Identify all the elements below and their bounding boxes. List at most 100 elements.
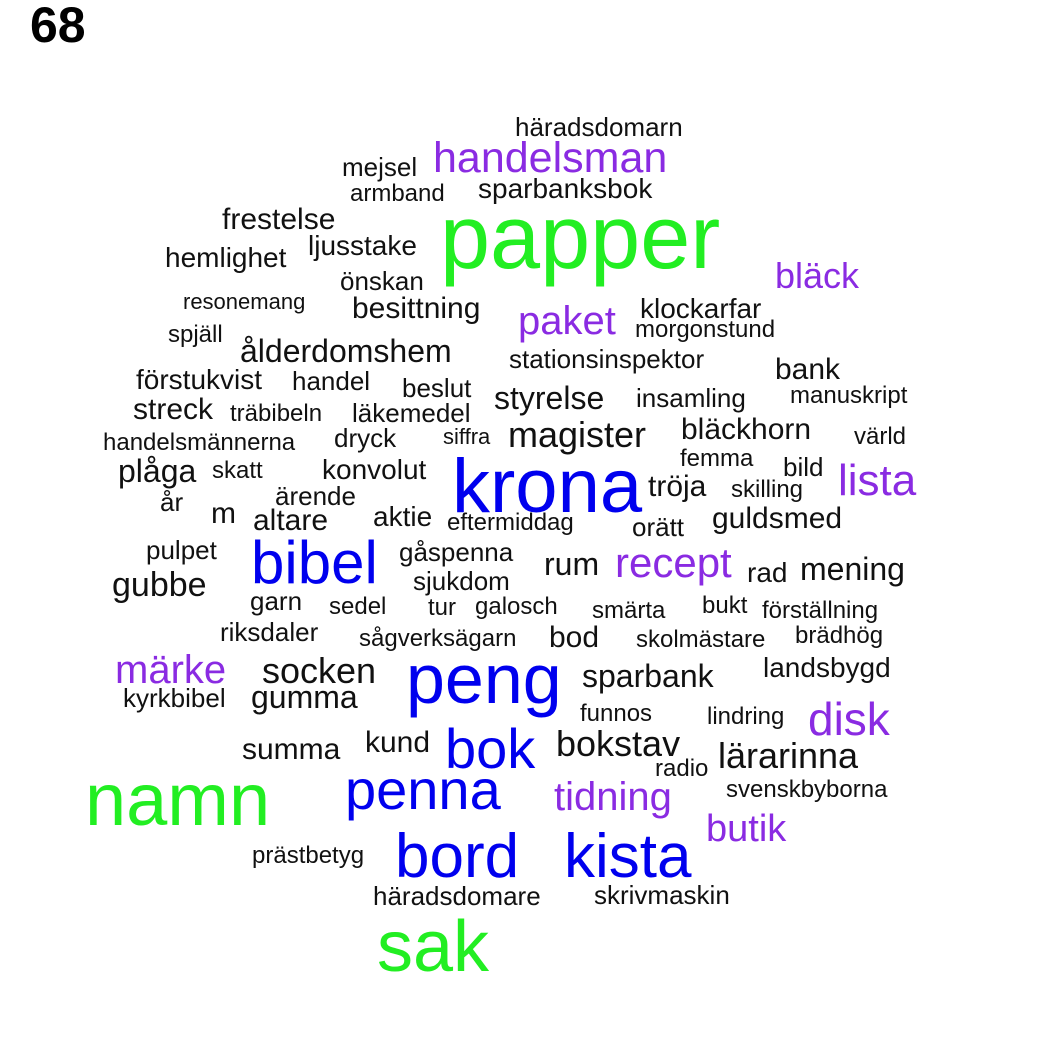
word-bord: bord <box>395 822 520 891</box>
word-rum: rum <box>544 546 600 582</box>
word-femma: femma <box>680 445 754 472</box>
word-varld: värld <box>854 423 907 450</box>
word-alderdomshem: ålderdomshem <box>240 333 452 369</box>
word-penna: penna <box>345 758 501 821</box>
word-plaga: plåga <box>118 453 197 489</box>
word-papper: papper <box>440 188 721 288</box>
word-lararinna: lärarinna <box>718 735 859 776</box>
word-frestelse: frestelse <box>222 203 336 236</box>
word-svenskbyborna: svenskbyborna <box>726 776 888 803</box>
word-sedel: sedel <box>329 593 387 620</box>
word-altare: altare <box>253 504 329 537</box>
word-gaspenna: gåspenna <box>399 537 514 567</box>
word-handel: handel <box>292 366 371 396</box>
word-ljusstake: ljusstake <box>308 230 417 261</box>
word-skatt: skatt <box>212 457 263 484</box>
word-resonemang: resonemang <box>183 289 306 314</box>
word-haradsdomarn: häradsdomarn <box>515 112 683 142</box>
word-guldsmed: guldsmed <box>712 502 843 535</box>
word-streck: streck <box>133 393 214 426</box>
word-bod: bod <box>549 621 600 654</box>
word-namn: namn <box>85 758 271 841</box>
word-bibel: bibel <box>251 529 378 596</box>
word-sparbanksbok: sparbanksbok <box>478 173 653 204</box>
word-disk: disk <box>808 693 890 745</box>
word-smarta: smärta <box>592 597 666 624</box>
word-trabibeln: träbibeln <box>230 400 323 427</box>
word-troja: tröja <box>648 470 707 503</box>
word-marke: märke <box>115 648 227 692</box>
word-summa: summa <box>242 733 341 766</box>
word-tur: tur <box>428 594 457 621</box>
word-skrivmaskin: skrivmaskin <box>594 880 730 910</box>
word-lakemedel: läkemedel <box>352 398 471 428</box>
word-manuskript: manuskript <box>790 382 908 409</box>
word-bukt: bukt <box>702 592 748 619</box>
word-tidning: tidning <box>554 775 672 819</box>
word-bradhog: brädhög <box>795 622 884 649</box>
word-forstukvist: förstukvist <box>136 364 263 395</box>
word-spjall: spjäll <box>168 321 223 348</box>
word-bok: bok <box>445 717 536 780</box>
word-bank: bank <box>775 353 841 386</box>
word-blackhorn: bläckhorn <box>681 413 812 446</box>
word-peng: peng <box>406 640 562 718</box>
word-eftermiddag: eftermiddag <box>447 509 574 536</box>
word-bokstav: bokstav <box>556 723 681 764</box>
word-m: m <box>211 497 236 530</box>
word-skilling: skilling <box>731 476 804 503</box>
word-krona: krona <box>452 444 643 529</box>
word-stationsinspektor: stationsinspektor <box>509 344 705 374</box>
word-kund: kund <box>365 726 431 759</box>
word-skolmastare: skolmästare <box>636 626 766 653</box>
word-gumma: gumma <box>251 679 358 715</box>
word-haradsdomare: häradsdomare <box>373 881 541 911</box>
word-galosch: galosch <box>475 593 558 620</box>
word-besittning: besittning <box>352 292 481 325</box>
word-pulpet: pulpet <box>146 535 217 565</box>
word-arende: ärende <box>275 481 356 511</box>
word-socken: socken <box>262 650 377 691</box>
word-handelsmannerna: handelsmännerna <box>103 429 296 456</box>
word-lista: lista <box>838 456 917 505</box>
word-garn: garn <box>250 586 303 616</box>
word-kista: kista <box>564 822 692 891</box>
word-dryck: dryck <box>334 423 397 453</box>
word-armband: armband <box>350 180 445 207</box>
word-radio: radio <box>655 755 709 782</box>
word-kyrkbibel: kyrkbibel <box>123 683 226 713</box>
word-funnos: funnos <box>580 700 653 727</box>
word-hemlighet: hemlighet <box>165 242 287 273</box>
word-siffra: siffra <box>443 424 491 449</box>
word-beslut: beslut <box>402 373 472 403</box>
word-mejsel: mejsel <box>342 152 418 182</box>
word-sagverksagarn: sågverksägarn <box>359 625 517 652</box>
word-butik: butik <box>706 808 787 850</box>
word-klockarfar: klockarfar <box>640 293 762 324</box>
word-forstallning: förställning <box>762 597 879 624</box>
word-insamling: insamling <box>636 383 746 413</box>
word-konvolut: konvolut <box>322 454 427 485</box>
word-mening: mening <box>800 551 905 587</box>
page-number: 68 <box>30 0 86 53</box>
word-handelsman: handelsman <box>433 133 668 182</box>
word-onskan: önskan <box>340 266 424 296</box>
word-morgonstund: morgonstund <box>635 316 776 343</box>
word-sjukdom: sjukdom <box>413 566 510 596</box>
word-sak: sak <box>377 907 490 987</box>
word-landsbygd: landsbygd <box>763 652 891 683</box>
word-aktie: aktie <box>373 501 433 532</box>
word-recept: recept <box>615 539 732 586</box>
word-gubbe: gubbe <box>112 566 207 604</box>
word-oratt: orätt <box>632 512 685 542</box>
word-bild: bild <box>783 452 824 482</box>
word-rad: rad <box>747 557 788 588</box>
word-lindring: lindring <box>707 703 785 730</box>
word-black: bläck <box>775 255 860 296</box>
word-styrelse: styrelse <box>494 380 605 416</box>
word-ar: år <box>160 487 184 517</box>
word-prastbetyg: prästbetyg <box>252 842 365 869</box>
word-paket: paket <box>518 299 616 343</box>
